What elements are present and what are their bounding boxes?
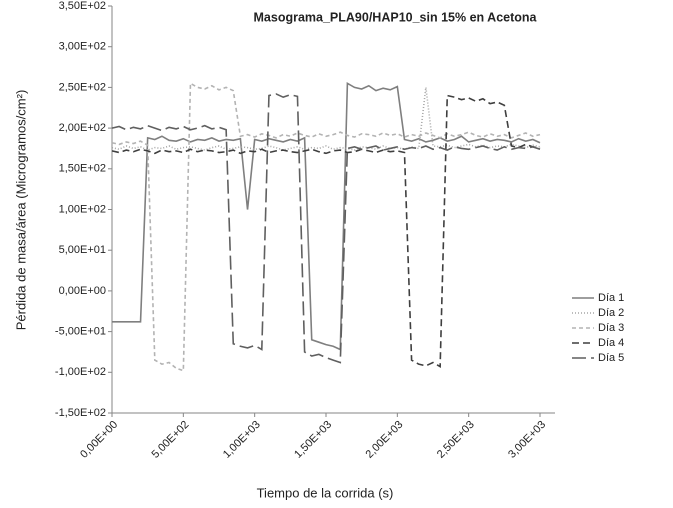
x-tick-label: 1,50E+03 [292,419,334,461]
x-tick-label: 5,00E+02 [150,419,192,461]
legend-label: Día 5 [598,352,624,364]
x-tick-label: 2,50E+03 [435,419,477,461]
y-axis-title: Pérdida de masa/área (Microgramos/cm²) [13,90,28,331]
legend-label: Día 1 [598,292,624,304]
y-tick-label: 3,50E+02 [59,0,106,12]
series-line [111,94,541,368]
x-tick-label: 1,00E+03 [221,419,263,461]
series-line [111,93,541,364]
y-tick-label: -1,00E+02 [55,366,106,378]
y-tick-label: -5,00E+01 [55,326,106,338]
y-tick-label: 0,00E+00 [59,285,106,297]
chart-title: Masograma_PLA90/HAP10_sin 15% en Acetona [254,10,538,24]
legend-label: Día 4 [598,337,624,349]
y-tick-label: 1,50E+02 [59,163,106,175]
x-tick-label: 2,00E+03 [364,419,406,461]
legend-label: Día 2 [598,307,624,319]
x-tick-label: 3,00E+03 [506,419,548,461]
series-line [111,87,541,151]
y-tick-label: 3,00E+02 [59,41,106,53]
y-tick-label: -1,50E+02 [55,407,106,419]
series-line [111,81,541,372]
series-line [112,81,541,351]
y-tick-label: 2,50E+02 [59,81,106,93]
y-tick-label: 5,00E+01 [59,244,106,256]
x-tick-label: 0,00E+00 [78,419,120,461]
y-tick-label: 2,00E+02 [59,122,106,134]
legend-label: Día 3 [598,322,624,334]
y-tick-label: 1,00E+02 [59,203,106,215]
x-axis-title: Tiempo de la corrida (s) [257,485,394,500]
